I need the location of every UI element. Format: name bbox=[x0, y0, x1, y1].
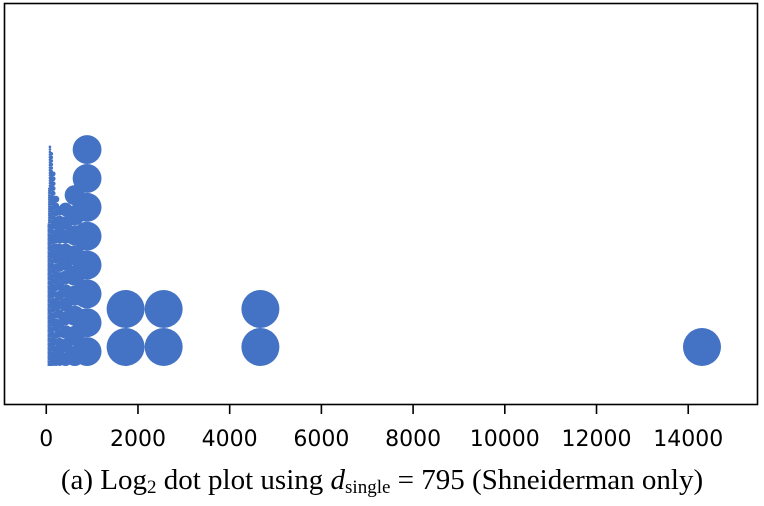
dots-layer bbox=[47, 135, 721, 367]
data-dot bbox=[48, 148, 52, 151]
data-dot bbox=[72, 279, 102, 309]
data-dot bbox=[49, 152, 54, 156]
caption-variable: d bbox=[330, 464, 346, 496]
data-dot bbox=[49, 166, 54, 170]
caption-variable-subscript: single bbox=[345, 477, 391, 498]
x-tick-label: 4000 bbox=[202, 427, 258, 452]
x-tick-label: 12000 bbox=[562, 427, 632, 452]
x-axis: 0 2000 4000 6000 8000 10000 12000 14000 bbox=[39, 404, 723, 452]
data-dot bbox=[49, 162, 54, 167]
data-dot bbox=[241, 290, 280, 328]
data-dot bbox=[241, 328, 280, 366]
x-tick-label: 6000 bbox=[293, 427, 349, 452]
dot-plot-chart: 0 2000 4000 6000 8000 10000 12000 14000 bbox=[3, 2, 759, 452]
data-dot bbox=[49, 155, 54, 160]
x-tick-label: 8000 bbox=[385, 427, 441, 452]
caption-log-base: 2 bbox=[147, 477, 157, 498]
x-tick-label: 10000 bbox=[470, 427, 540, 452]
data-dot bbox=[682, 328, 721, 366]
data-dot bbox=[144, 328, 183, 366]
data-dot bbox=[106, 290, 145, 328]
data-dot bbox=[50, 181, 56, 187]
data-dot bbox=[48, 145, 52, 149]
x-tick-label: 2000 bbox=[110, 427, 166, 452]
data-dot bbox=[72, 250, 102, 280]
data-dot bbox=[50, 186, 56, 191]
caption-prefix: (a) Log bbox=[60, 464, 147, 496]
data-dot bbox=[49, 159, 54, 163]
data-dot bbox=[50, 190, 56, 196]
caption-middle: dot plot using bbox=[156, 464, 331, 496]
x-tick-label: 14000 bbox=[653, 427, 723, 452]
caption-suffix: = 795 (Shneiderman only) bbox=[390, 464, 704, 496]
data-dot bbox=[72, 337, 102, 366]
plot-frame bbox=[3, 2, 759, 406]
data-dot bbox=[72, 221, 102, 251]
data-dot bbox=[72, 192, 102, 222]
data-dot bbox=[72, 308, 102, 338]
data-dot bbox=[50, 171, 56, 177]
data-dot bbox=[106, 328, 145, 366]
figure-caption: (a) Log2 dot plot using dsingle = 795 (S… bbox=[0, 462, 764, 498]
data-dot bbox=[52, 195, 60, 203]
data-dot bbox=[50, 176, 56, 182]
data-dot bbox=[72, 164, 102, 193]
data-dot bbox=[144, 290, 183, 328]
data-dot bbox=[72, 135, 102, 165]
x-tick-label: 0 bbox=[39, 427, 53, 452]
